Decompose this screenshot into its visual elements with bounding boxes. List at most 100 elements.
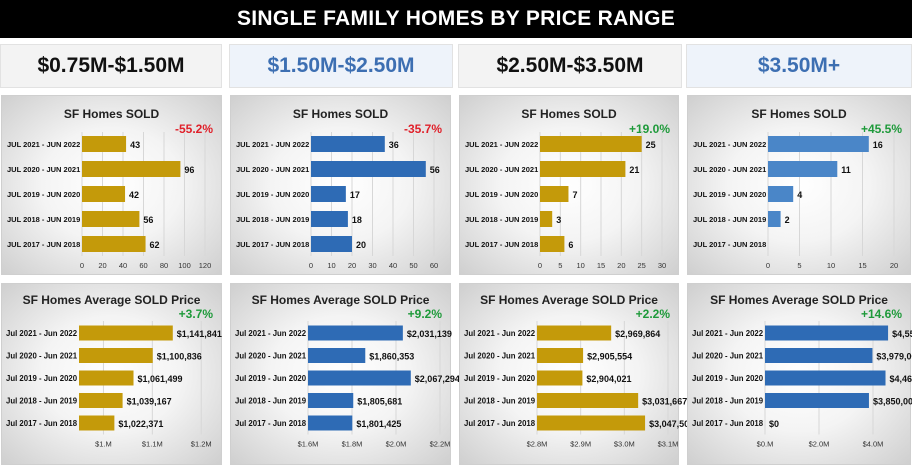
chart-title: SF Homes SOLD: [751, 107, 847, 121]
category-label: JUL 2018 - JUN 2019: [465, 215, 538, 224]
chart-plot: JUL 2021 - JUN 2022 36 JUL 2020 - JUN 2021…: [236, 132, 440, 270]
value-label: 56: [143, 215, 153, 225]
data-bar: [540, 236, 565, 252]
value-label: $2,031,139: [407, 329, 452, 339]
category-label: Jul 2020 - Jun 2021: [6, 352, 78, 361]
chart-plot: JUL 2021 - JUN 2022 43 JUL 2020 - JUN 2021…: [7, 132, 212, 270]
data-bar: [311, 236, 352, 252]
value-label: 42: [129, 190, 139, 200]
tick-label: 40: [389, 261, 397, 270]
tick-label: 0: [80, 261, 84, 270]
tick-label: $2.0M: [809, 440, 830, 449]
data-bar: [82, 161, 181, 177]
value-label: 17: [350, 190, 360, 200]
category-label: JUL 2020 - JUN 2021: [236, 165, 309, 174]
tick-label: 15: [858, 261, 866, 270]
value-label: $3,047,500: [649, 419, 694, 429]
data-bar: [765, 393, 869, 408]
tick-label: $2.8M: [527, 440, 548, 449]
change-percent: +3.7%: [178, 307, 213, 321]
data-bar: [768, 136, 869, 152]
data-bar: [311, 186, 346, 202]
tick-label: 10: [327, 261, 335, 270]
value-label: 2: [785, 215, 790, 225]
category-label: JUL 2018 - JUN 2019: [693, 215, 766, 224]
tick-label: $1.M: [95, 440, 112, 449]
value-label: 7: [572, 190, 577, 200]
tick-label: $3.0M: [614, 440, 635, 449]
avg-price-chart: SF Homes Average SOLD Price +2.2% Jul 2021…: [459, 283, 694, 465]
change-percent: +14.6%: [860, 307, 902, 321]
category-label: JUL 2017 - JUN 2018: [465, 240, 538, 249]
price-range-header: $1.50M-$2.50M: [229, 44, 453, 88]
value-label: $2,969,864: [615, 329, 660, 339]
category-label: Jul 2021 - Jun 2022: [692, 329, 764, 338]
chart-plot: JUL 2021 - JUN 2022 25 JUL 2020 - JUN 2021…: [465, 132, 666, 270]
data-bar: [768, 161, 838, 177]
chart-title: SF Homes Average SOLD Price: [710, 293, 888, 307]
category-label: Jul 2017 - Jun 2018: [6, 419, 78, 428]
value-label: $1,801,425: [356, 419, 401, 429]
category-label: JUL 2019 - JUN 2020: [7, 190, 80, 199]
change-percent: +9.2%: [407, 307, 442, 321]
category-label: Jul 2020 - Jun 2021: [464, 352, 536, 361]
tick-label: 60: [139, 261, 147, 270]
data-bar: [311, 211, 348, 227]
tick-label: 120: [199, 261, 212, 270]
homes-sold-chart: SF Homes SOLD +45.5% JUL 2021 - JUN 2022 16…: [687, 95, 911, 275]
data-bar: [765, 348, 873, 363]
homes-sold-chart: SF Homes SOLD -55.2% JUL 2021 - JUN 2022 43…: [1, 95, 222, 275]
data-bar: [308, 325, 403, 341]
data-bar: [537, 348, 584, 363]
category-label: JUL 2021 - JUN 2022: [236, 140, 309, 149]
category-label: Jul 2018 - Jun 2019: [692, 397, 764, 406]
change-percent: +45.5%: [860, 122, 902, 136]
tick-label: 10: [827, 261, 835, 270]
chart-plot: Jul 2021 - Jun 2022 $2,031,139 Jul 2020 - …: [235, 321, 460, 449]
value-label: 96: [184, 165, 194, 175]
value-label: 62: [150, 240, 160, 250]
value-label: 4: [797, 190, 802, 200]
homes-sold-chart: SF Homes SOLD +19.0% JUL 2021 - JUN 2022 25…: [459, 95, 679, 275]
category-label: JUL 2017 - JUN 2018: [7, 240, 80, 249]
tick-label: 80: [160, 261, 168, 270]
price-range-header: $0.75M-$1.50M: [0, 44, 222, 88]
chart-plot: Jul 2021 - Jun 2022 $4,558,263 Jul 2020 - …: [692, 321, 912, 449]
category-label: JUL 2020 - JUN 2021: [465, 165, 538, 174]
value-label: $2,067,294: [415, 374, 460, 384]
value-label: $4,558,263: [892, 329, 912, 339]
category-label: Jul 2018 - Jun 2019: [6, 397, 78, 406]
avg-price-chart: SF Homes Average SOLD Price +9.2% Jul 2021…: [230, 283, 460, 465]
category-label: JUL 2021 - JUN 2022: [693, 140, 766, 149]
category-label: Jul 2017 - Jun 2018: [235, 419, 307, 428]
tick-label: $1.6M: [298, 440, 319, 449]
data-bar: [540, 186, 569, 202]
data-bar: [82, 236, 146, 252]
data-bar: [765, 325, 889, 341]
tick-label: 25: [637, 261, 645, 270]
tick-label: 15: [597, 261, 605, 270]
tick-label: $4.0M: [863, 440, 884, 449]
change-percent: +19.0%: [628, 122, 670, 136]
data-bar: [79, 393, 123, 408]
category-label: Jul 2019 - Jun 2020: [235, 374, 307, 383]
value-label: $1,061,499: [138, 374, 183, 384]
data-bar: [537, 370, 583, 386]
value-label: 3: [556, 215, 561, 225]
value-label: 56: [430, 165, 440, 175]
tick-label: 0: [538, 261, 542, 270]
category-label: Jul 2019 - Jun 2020: [6, 374, 78, 383]
category-label: Jul 2018 - Jun 2019: [464, 397, 536, 406]
chart-plot: JUL 2021 - JUN 2022 16 JUL 2020 - JUN 2021…: [693, 132, 898, 270]
tick-label: 5: [558, 261, 562, 270]
value-label: $1,039,167: [127, 397, 172, 407]
category-label: JUL 2017 - JUN 2018: [693, 240, 766, 249]
tick-label: 20: [617, 261, 625, 270]
value-label: $1,022,371: [118, 419, 163, 429]
tick-label: 0: [309, 261, 313, 270]
tick-label: $1.2M: [191, 440, 212, 449]
data-bar: [540, 136, 642, 152]
tick-label: $2.0M: [386, 440, 407, 449]
page-title: SINGLE FAMILY HOMES BY PRICE RANGE: [0, 0, 912, 38]
tick-label: 30: [658, 261, 666, 270]
